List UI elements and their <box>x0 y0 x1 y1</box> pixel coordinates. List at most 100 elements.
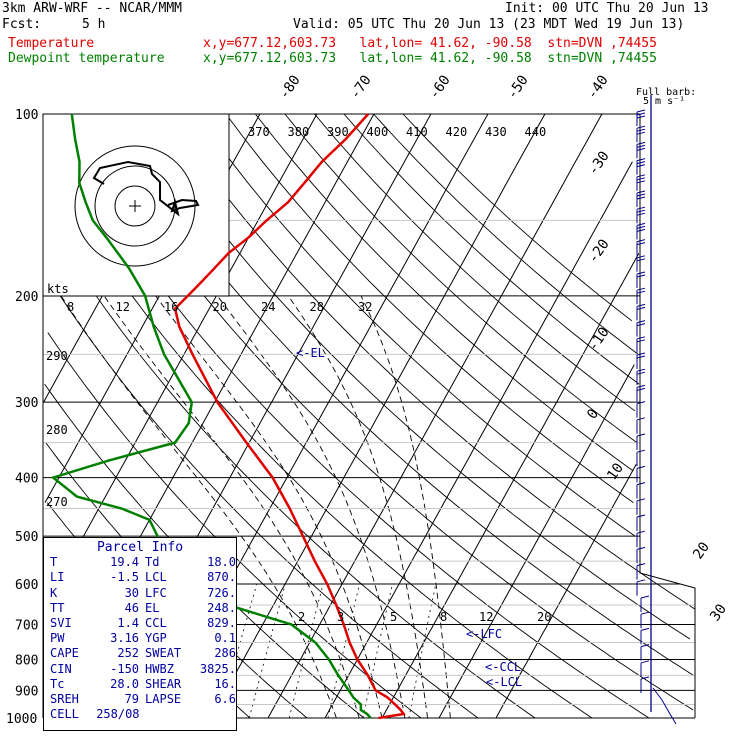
mixing-ratio-label: 20 <box>537 610 551 624</box>
parcel-value: 19.4 <box>110 555 140 570</box>
wind-barb-flag <box>636 228 646 232</box>
speed-label: 28 <box>310 300 324 314</box>
isotherm-label: -40 <box>584 72 612 102</box>
mixing-ratio-20 <box>408 583 437 719</box>
wind-barb-flag <box>636 177 646 181</box>
surface-barbs <box>652 687 677 725</box>
wind-barb-flag <box>636 287 646 291</box>
isotherm-0 <box>267 113 603 719</box>
wind-barb-flag <box>636 303 646 307</box>
wind-barb-flag <box>636 336 646 340</box>
parcel-label: TT <box>50 600 65 615</box>
wind-barb-flag <box>636 417 646 421</box>
wind-barb-flag <box>636 164 646 168</box>
parcel-value: 28.0 <box>110 676 140 691</box>
wind-barb-flag <box>636 222 646 226</box>
parcel-value: 0.1 <box>214 631 236 646</box>
wind-barb-flag <box>636 433 646 437</box>
wind-barb-flag <box>636 546 646 550</box>
parcel-row: T 19.4 Td 18.0 <box>44 555 236 570</box>
parcel-value: 79 <box>124 692 140 707</box>
wind-barb-flag <box>640 595 650 599</box>
wind-barb-flag <box>636 306 646 310</box>
isotherm-10 <box>324 161 633 719</box>
parcel-label: CIN <box>50 661 72 676</box>
hodograph-trace <box>92 160 200 217</box>
isotherm-label: -70 <box>347 72 375 102</box>
isotherm-label: -20 <box>585 236 613 266</box>
wind-barbs <box>636 95 677 725</box>
mixing-ratio-label: 12 <box>479 610 493 624</box>
level-label: <-LCL <box>486 675 522 689</box>
speed-label: 8 <box>67 300 74 314</box>
dry-adiabat-label: 290 <box>46 349 68 363</box>
isotherm-label: 20 <box>690 539 713 562</box>
dry-adiabat-420 <box>284 113 638 443</box>
parcel-row: PW 3.16 YGP 0.1 <box>44 631 236 646</box>
wind-barb-flag <box>636 190 646 194</box>
dry-adiabat-400 <box>225 113 634 503</box>
isotherm-30 <box>438 364 635 719</box>
wind-barb-flag <box>636 255 646 259</box>
dry-adiabat-380 <box>166 113 696 610</box>
mixing-ratio-5 <box>288 583 324 719</box>
wind-barb-flag <box>636 274 646 278</box>
parcel-row: LI -1.5 LCL 870. <box>44 570 236 585</box>
init-time: Init: 00 UTC Thu 20 Jun 13 <box>505 1 709 16</box>
dry-adiabat-390 <box>196 113 636 537</box>
wind-barb-flag <box>636 465 646 469</box>
parcel-info-title: Parcel Info <box>96 540 184 555</box>
isotherm-label: -50 <box>504 72 532 102</box>
wind-barb-flag <box>640 627 650 631</box>
dry-adiabat-350 <box>77 113 694 711</box>
parcel-value: 16. <box>214 676 236 691</box>
parcel-label: Tc <box>50 676 65 691</box>
parcel-label: K <box>50 585 58 600</box>
isotherm-label: 10 <box>604 460 627 483</box>
wind-barb-flag <box>636 193 646 197</box>
parcel-label <box>140 707 198 722</box>
wind-barb-flag <box>636 174 646 178</box>
parcel-value: 3825. <box>199 661 236 676</box>
parcel-row: CIN -150 HWBZ 3825. <box>44 662 236 677</box>
pressure-label-500: 500 <box>15 530 38 545</box>
parcel-value: 248. <box>207 600 236 615</box>
wind-barb-flag <box>636 128 646 132</box>
isotherm-label: -30 <box>585 148 613 178</box>
wind-barb-flag <box>640 676 650 680</box>
wind-barb-flag <box>636 449 646 453</box>
speed-label: 24 <box>261 300 275 314</box>
speed-label: 16 <box>164 300 178 314</box>
parcel-value: 252 <box>117 646 140 661</box>
wind-barb-flag <box>636 239 646 243</box>
wind-barb-flag <box>636 498 646 502</box>
isotherm-40 <box>495 463 637 719</box>
parcel-label: SVI <box>50 616 72 631</box>
wind-barb-flag <box>636 368 646 372</box>
parcel-row: Tc 28.0 SHEAR 16. <box>44 677 236 692</box>
parcel-value: 870. <box>207 570 236 585</box>
hodograph-ring-0 <box>114 185 156 227</box>
wind-barb-flag <box>636 563 646 567</box>
level-label: <-EL <box>296 346 325 360</box>
level-label: <-LFC <box>466 627 502 641</box>
forecast-label: Fcst: <box>2 17 42 32</box>
model-title: 3km ARW-WRF -- NCAR/MMM <box>2 1 183 16</box>
barb-note-2: 5 m s⁻¹ <box>643 96 685 107</box>
pressure-label-100: 100 <box>15 108 38 123</box>
wind-barb-flag <box>636 387 646 391</box>
wind-barb-flag <box>636 225 646 229</box>
parcel-label: CELL <box>50 707 79 722</box>
forecast-hours: 5 h <box>82 17 106 32</box>
isotherm-label: -80 <box>276 72 304 102</box>
dewpoint-location: x,y=677.12,603.73 lat,lon= 41.62, -90.58… <box>203 51 657 66</box>
speed-label: 12 <box>116 300 130 314</box>
parcel-label: LI <box>50 570 65 585</box>
wind-barb-flag <box>636 242 646 246</box>
parcel-label: EL <box>145 600 160 615</box>
wind-barb-flag <box>636 323 646 327</box>
wind-barb-flag <box>636 339 646 343</box>
mixing-ratio-3 <box>248 583 286 719</box>
wind-barb-flag <box>636 320 646 324</box>
wind-barb-flag <box>636 271 646 275</box>
